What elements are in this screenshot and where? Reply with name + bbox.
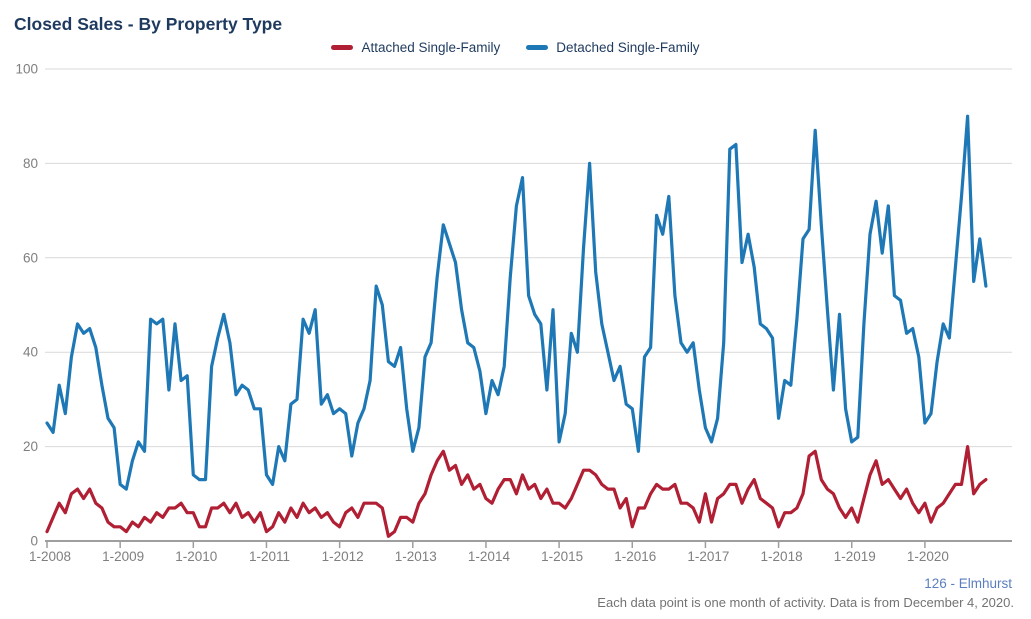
- x-tick-label-1-2018: 1-2018: [761, 549, 803, 564]
- x-tick-label-1-2015: 1-2015: [541, 549, 583, 564]
- x-tick-label-1-2019: 1-2019: [834, 549, 876, 564]
- y-tick-label-20: 20: [23, 439, 38, 454]
- x-tick-label-1-2013: 1-2013: [395, 549, 437, 564]
- x-tick-label-1-2008: 1-2008: [29, 549, 71, 564]
- x-tick-label-1-2017: 1-2017: [687, 549, 729, 564]
- x-tick-label-1-2016: 1-2016: [614, 549, 656, 564]
- series-line-attached-single-family: [45, 445, 988, 538]
- y-tick-label-0: 0: [30, 534, 38, 549]
- legend-label-detached: Detached Single-Family: [556, 40, 700, 55]
- x-tick-label-1-2010: 1-2010: [175, 549, 217, 564]
- x-tick-label-1-2009: 1-2009: [102, 549, 144, 564]
- y-tick-label-100: 100: [15, 62, 38, 77]
- series-line-detached-single-family: [45, 114, 988, 491]
- report-area-label: 126 - Elmhurst: [924, 576, 1012, 591]
- y-tick-label-60: 60: [23, 250, 38, 265]
- legend-item-detached: Detached Single-Family: [526, 40, 700, 55]
- y-tick-label-80: 80: [23, 156, 38, 171]
- attached-series-swatch-icon: [331, 45, 354, 50]
- legend-label-attached: Attached Single-Family: [361, 40, 501, 55]
- detached-series-swatch-icon: [526, 45, 549, 50]
- x-tick-label-1-2020: 1-2020: [907, 549, 949, 564]
- x-tick-label-1-2011: 1-2011: [249, 549, 290, 564]
- y-tick-label-40: 40: [23, 345, 38, 360]
- page-title: Closed Sales - By Property Type: [14, 14, 283, 34]
- x-tick-label-1-2012: 1-2012: [322, 549, 364, 564]
- chart-footnote: Each data point is one month of activity…: [597, 595, 1014, 610]
- chart-legend: Attached Single-Family Detached Single-F…: [0, 40, 1031, 55]
- x-tick-label-1-2014: 1-2014: [468, 549, 511, 564]
- legend-item-attached: Attached Single-Family: [331, 40, 500, 55]
